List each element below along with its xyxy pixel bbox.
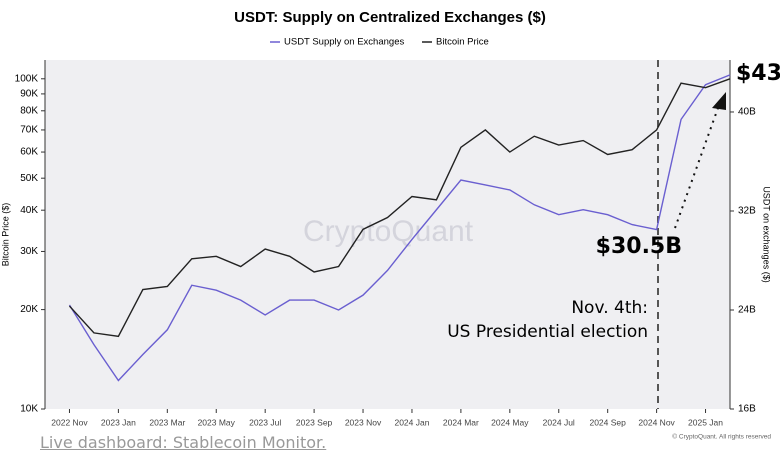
- x-tick-label: 2024 May: [491, 417, 529, 427]
- y-tick-label: 40K: [20, 205, 38, 216]
- x-tick-label: 2023 Jan: [101, 417, 136, 427]
- x-tick-label: 2024 Nov: [638, 417, 675, 427]
- chart-title: USDT: Supply on Centralized Exchanges ($…: [234, 9, 546, 26]
- y-axis-title: Bitcoin Price ($): [0, 203, 10, 267]
- x-tick-label: 2024 Jul: [543, 417, 575, 427]
- x-tick-label: 2023 Sep: [296, 417, 333, 427]
- y-tick-label: 20K: [20, 304, 38, 315]
- y-tick-label: 30K: [20, 246, 38, 257]
- x-tick-label: 2022 Nov: [51, 417, 88, 427]
- y-tick-label: 100K: [15, 73, 39, 84]
- y2-axis-title: USDT on exchanges ($): [762, 186, 772, 282]
- y2-tick-label: 16B: [738, 404, 756, 415]
- legend-label: USDT Supply on Exchanges: [284, 37, 404, 48]
- x-tick-label: 2023 May: [198, 417, 236, 427]
- footer-link[interactable]: Live dashboard: Stablecoin Monitor.: [40, 433, 327, 452]
- y2-tick-label: 24B: [738, 305, 756, 316]
- arrow-head: [712, 92, 726, 110]
- growth-arrow: [674, 107, 719, 229]
- copyright: © CryptoQuant. All rights reserved: [672, 433, 771, 441]
- watermark: CryptoQuant: [303, 215, 474, 248]
- annotation: US Presidential election: [447, 322, 648, 342]
- x-tick-label: 2024 Sep: [589, 417, 626, 427]
- x-tick-label: 2024 Jan: [394, 417, 429, 427]
- x-tick-label: 2025 Jan: [688, 417, 723, 427]
- series-line: [68, 78, 731, 338]
- y2-tick-label: 32B: [738, 206, 756, 217]
- annotation: $30.5B: [596, 234, 682, 259]
- annotation: Nov. 4th:: [571, 298, 648, 318]
- plot-background: [45, 60, 730, 409]
- y-tick-label: 70K: [20, 125, 38, 136]
- x-tick-label: 2023 Mar: [149, 417, 185, 427]
- y-tick-label: 90K: [20, 89, 38, 100]
- series-line: [68, 74, 731, 382]
- y-tick-label: 60K: [20, 147, 38, 158]
- x-tick-label: 2023 Nov: [345, 417, 382, 427]
- y-tick-label: 50K: [20, 173, 38, 184]
- annotation: $43: [736, 61, 780, 86]
- x-tick-label: 2024 Mar: [443, 417, 479, 427]
- y-tick-label: 80K: [20, 105, 38, 116]
- x-tick-label: 2023 Jul: [249, 417, 281, 427]
- legend-label: Bitcoin Price: [436, 37, 489, 48]
- y2-tick-label: 40B: [738, 107, 756, 118]
- y-tick-label: 10K: [20, 404, 38, 415]
